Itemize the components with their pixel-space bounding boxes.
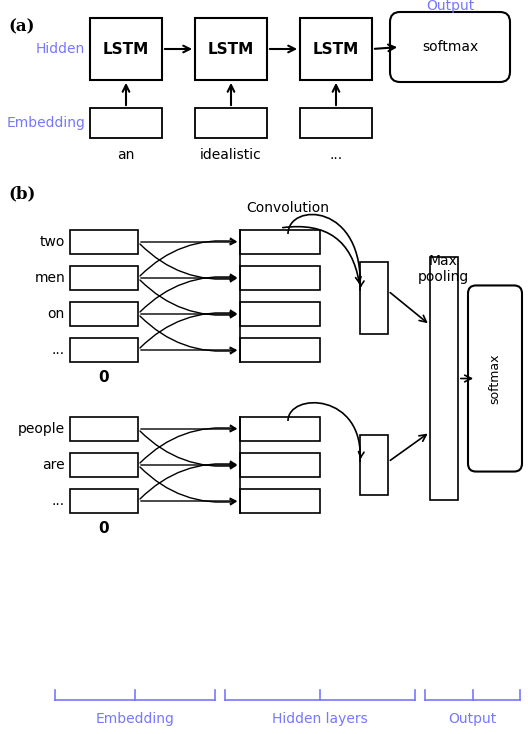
Bar	[90, 18, 162, 80]
Bar	[70, 417, 138, 441]
FancyBboxPatch shape	[390, 12, 510, 82]
Bar	[360, 435, 388, 495]
Bar	[430, 257, 458, 500]
Text: Output: Output	[448, 712, 497, 726]
Text: idealistic: idealistic	[200, 148, 262, 162]
Text: LSTM: LSTM	[208, 42, 254, 57]
Text: Output: Output	[426, 0, 474, 13]
Bar	[240, 266, 320, 290]
Text: people: people	[18, 422, 65, 436]
Text: LSTM: LSTM	[103, 42, 149, 57]
Text: softmax: softmax	[422, 40, 478, 54]
Text: two: two	[40, 235, 65, 249]
Text: Hidden layers: Hidden layers	[272, 712, 368, 726]
Bar	[195, 18, 267, 80]
Text: Convolution: Convolution	[247, 201, 329, 215]
Text: Embedding: Embedding	[96, 712, 174, 726]
Bar	[90, 108, 162, 138]
Text: (a): (a)	[8, 18, 34, 35]
Bar	[300, 108, 372, 138]
Text: ...: ...	[52, 494, 65, 508]
Text: an: an	[117, 148, 135, 162]
Bar	[240, 302, 320, 326]
Bar	[240, 453, 320, 477]
Text: softmax: softmax	[488, 353, 502, 404]
Bar	[195, 108, 267, 138]
Bar	[70, 266, 138, 290]
Text: 0: 0	[99, 370, 109, 385]
Text: ...: ...	[52, 343, 65, 357]
Text: (b): (b)	[8, 185, 35, 202]
Bar	[70, 302, 138, 326]
Text: 0: 0	[99, 521, 109, 536]
Text: Hidden: Hidden	[36, 42, 85, 56]
Bar	[70, 338, 138, 362]
Bar	[70, 489, 138, 513]
Text: are: are	[42, 458, 65, 472]
Text: men: men	[34, 271, 65, 285]
Bar	[360, 262, 388, 334]
FancyBboxPatch shape	[468, 286, 522, 471]
Text: on: on	[48, 307, 65, 321]
Bar	[240, 338, 320, 362]
Bar	[240, 489, 320, 513]
Text: LSTM: LSTM	[313, 42, 359, 57]
Bar	[70, 453, 138, 477]
Bar	[300, 18, 372, 80]
Text: Embedding: Embedding	[6, 116, 85, 130]
Text: ...: ...	[329, 148, 343, 162]
Bar	[240, 230, 320, 254]
Bar	[70, 230, 138, 254]
Text: Max
pooling: Max pooling	[417, 254, 469, 284]
Bar	[240, 417, 320, 441]
